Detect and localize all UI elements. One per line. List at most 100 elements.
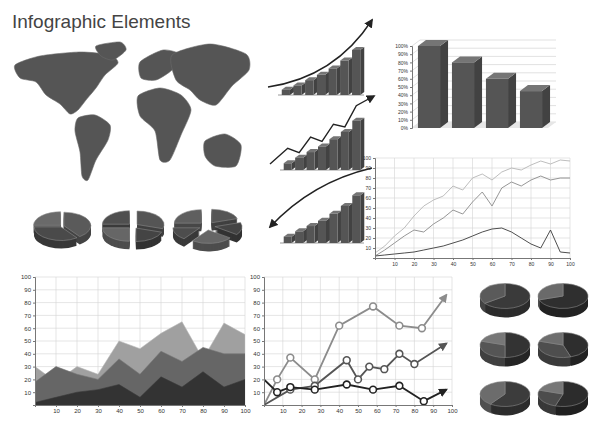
- tick-mark: [410, 95, 412, 96]
- marker: [396, 350, 403, 357]
- bar-top: [352, 192, 364, 195]
- tick: 90: [365, 165, 375, 171]
- tick: 20%: [398, 109, 412, 115]
- pie-top: [538, 284, 588, 309]
- tick: 50: [137, 405, 144, 414]
- plot-area: [284, 192, 365, 243]
- tick-mark: [262, 277, 264, 278]
- line-chart: 1020304050607080901001020304050607080901…: [363, 155, 575, 266]
- bar: [305, 80, 313, 95]
- tick-label: 90%: [398, 51, 409, 57]
- bar-side: [360, 47, 364, 95]
- bar-side: [349, 203, 353, 243]
- pie-top: [480, 382, 530, 407]
- bar: [329, 139, 337, 170]
- tick-label: 20: [365, 235, 371, 241]
- tick: 20: [24, 377, 35, 383]
- x-axis: 102030405060708090100: [36, 405, 252, 414]
- tick-label: 90: [253, 287, 260, 293]
- grid-line: [433, 277, 434, 405]
- tick: 30: [24, 364, 35, 370]
- marker: [343, 381, 350, 388]
- tick: 60: [490, 258, 496, 267]
- pie-side-face: [174, 211, 201, 225]
- line: [375, 228, 570, 256]
- bar-side: [508, 73, 516, 128]
- plot-area: [284, 118, 365, 170]
- pie-slice: [137, 211, 164, 229]
- tick: 80: [365, 175, 375, 181]
- continent: [95, 42, 126, 60]
- tick-mark: [410, 46, 412, 47]
- pie-slice: [192, 230, 230, 243]
- tick: 30: [318, 405, 325, 414]
- bar-side: [337, 66, 341, 96]
- tick-label: 70: [393, 408, 400, 414]
- tick: 20: [365, 235, 375, 241]
- line: [264, 344, 446, 405]
- bar-chart: 0%10%20%30%40%50%60%70%80%90%100%: [395, 40, 556, 131]
- pie-slice: [34, 227, 77, 240]
- tick: 10: [392, 258, 398, 267]
- tick: 40%: [398, 92, 412, 98]
- tick: 10: [253, 390, 264, 396]
- tick: 30: [431, 258, 437, 267]
- tick: 70: [393, 405, 400, 414]
- bar: [418, 46, 440, 128]
- tick: 60%: [398, 76, 412, 82]
- tick-mark: [410, 71, 412, 72]
- tick-label: 20: [299, 408, 306, 414]
- pie-chart: [173, 209, 242, 251]
- tick: 50%: [398, 84, 412, 90]
- bar-top: [329, 66, 341, 69]
- pie-top: [102, 211, 164, 242]
- pie-slice: [136, 228, 162, 242]
- tick-label: 20%: [398, 109, 409, 115]
- tick: 10: [24, 390, 35, 396]
- pie-side: [173, 210, 242, 244]
- grid: [375, 158, 570, 258]
- tick-mark: [373, 158, 375, 159]
- pie-top: [480, 284, 530, 309]
- tick-mark: [33, 379, 35, 380]
- area: [35, 372, 245, 405]
- pie-chart: [480, 382, 530, 416]
- bar-top: [352, 118, 364, 121]
- grid-line: [433, 158, 434, 258]
- tick-mark: [262, 315, 264, 316]
- tick: 30%: [398, 101, 412, 107]
- bar-top: [352, 47, 364, 50]
- tick: 0%: [401, 125, 412, 131]
- tick-label: 90: [430, 408, 437, 414]
- tick-label: 80: [365, 175, 371, 181]
- pie-side-face: [137, 212, 164, 230]
- grid-line: [511, 158, 512, 258]
- pie-side: [480, 334, 530, 359]
- tick-mark: [182, 405, 183, 407]
- plot-area: [375, 160, 570, 256]
- trend-arrow: [268, 20, 372, 87]
- tick: 100: [250, 274, 264, 280]
- bar: [352, 121, 360, 170]
- bar-top: [329, 211, 341, 214]
- bar: [486, 79, 508, 128]
- tick: 60: [253, 326, 264, 332]
- tick-label: 10%: [398, 117, 409, 123]
- grid-line: [414, 277, 415, 405]
- tick: 70%: [398, 68, 412, 74]
- tick-label: 30: [253, 364, 260, 370]
- tick-mark: [373, 198, 375, 199]
- tick: 80: [200, 405, 207, 414]
- bar: [295, 158, 303, 170]
- pie-slice: [480, 382, 505, 405]
- bar: [341, 206, 349, 243]
- tick: 20: [253, 377, 264, 383]
- tick: 70: [24, 313, 35, 319]
- bar: [293, 85, 301, 95]
- trend-arrow: [270, 96, 374, 164]
- tick-label: 100: [363, 155, 372, 161]
- bar-side: [326, 143, 330, 170]
- grid-line: [472, 158, 473, 258]
- pie-chart: [102, 211, 164, 250]
- tick-label: 80: [412, 408, 419, 414]
